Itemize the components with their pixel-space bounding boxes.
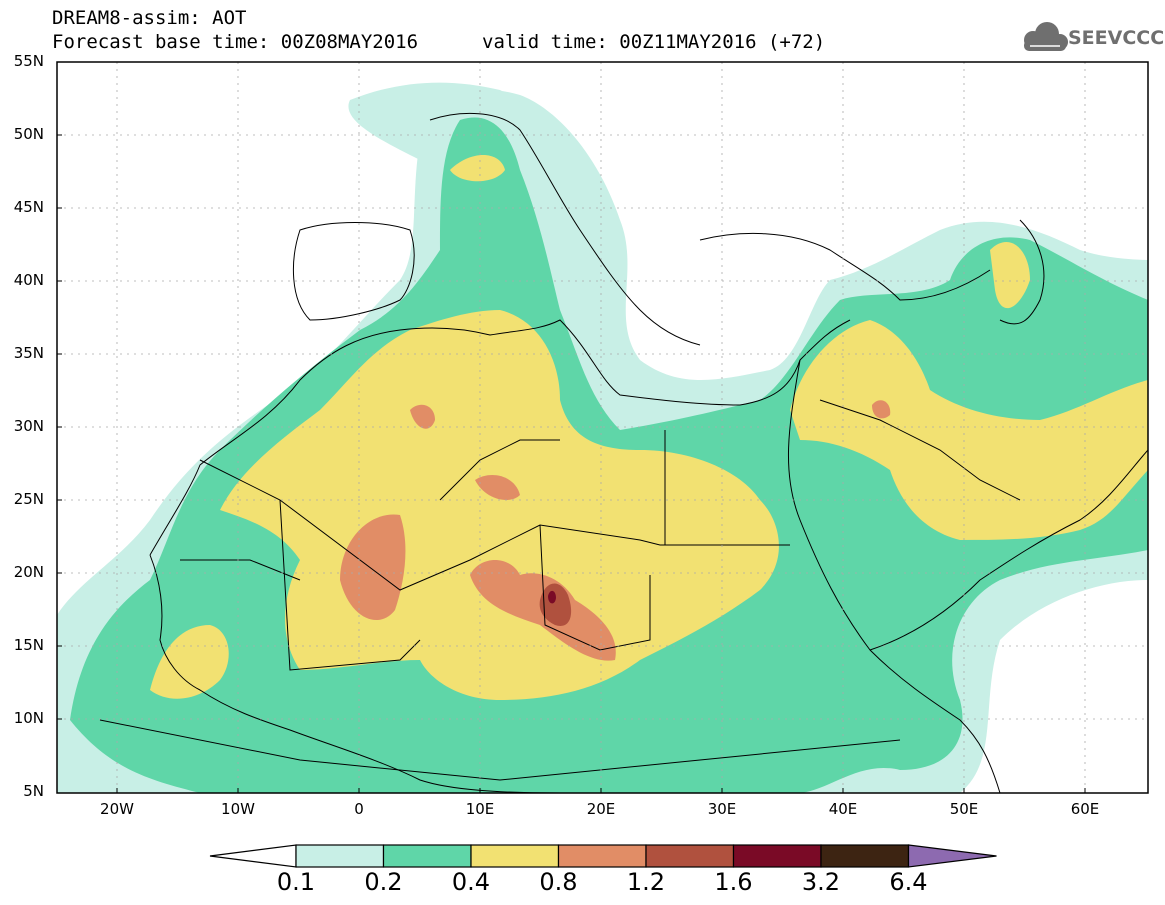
colorbar-label-6.4: 6.4 bbox=[889, 868, 928, 896]
aot-contour-0.8-libya bbox=[475, 475, 520, 500]
lat-label-35N: 35N bbox=[13, 344, 44, 362]
valid-time: valid time: 00Z11MAY2016 (+72) bbox=[482, 31, 826, 53]
aot-contour-0.8-algeria bbox=[410, 404, 435, 429]
lat-label-15N: 15N bbox=[13, 636, 44, 654]
lat-label-50N: 50N bbox=[13, 125, 44, 143]
colorbar-segment-6 bbox=[732, 844, 822, 868]
aot-contour-0.4-caspian bbox=[990, 241, 1030, 309]
lon-label-20E: 20E bbox=[586, 800, 616, 818]
lon-label-40E: 40E bbox=[828, 800, 858, 818]
map-title: DREAM8-assim: AOT bbox=[52, 7, 247, 29]
forecast-base-time: Forecast base time: 00Z08MAY2016 bbox=[52, 31, 419, 53]
lat-label-40N: 40N bbox=[13, 271, 44, 289]
colorbar-segment-4 bbox=[557, 844, 647, 868]
colorbar-over-triangle bbox=[907, 844, 997, 868]
lat-label-10N: 10N bbox=[13, 709, 44, 727]
lat-label-30N: 30N bbox=[13, 417, 44, 435]
aot-contour-1.2 bbox=[539, 583, 572, 626]
lon-label-10E: 10E bbox=[465, 800, 495, 818]
lat-label-25N: 25N bbox=[13, 490, 44, 508]
cloud-icon bbox=[1024, 22, 1068, 51]
lon-label-10W: 10W bbox=[221, 800, 255, 818]
colorbar-segment-1 bbox=[295, 844, 385, 868]
colorbar-under-triangle bbox=[209, 844, 297, 868]
aot-contour-0.4-arabia bbox=[790, 320, 1148, 540]
aot-contour-1.6 bbox=[548, 590, 556, 604]
colorbar-label-0.1: 0.1 bbox=[276, 868, 316, 896]
colorbar bbox=[209, 844, 997, 868]
aot-contour-0.8-iraq bbox=[872, 400, 891, 419]
axis-ticks bbox=[57, 61, 1086, 793]
colorbar-label-0.8: 0.8 bbox=[539, 868, 578, 896]
lon-label-0: 0 bbox=[354, 800, 364, 818]
lon-label-30E: 30E bbox=[707, 800, 737, 818]
aot-contour-0.4-alps bbox=[450, 155, 505, 182]
lon-label-50E: 50E bbox=[949, 800, 979, 818]
colorbar-label-0.4: 0.4 bbox=[451, 868, 491, 896]
colorbar-segment-3 bbox=[470, 844, 560, 868]
colorbar-label-3.2: 3.2 bbox=[801, 868, 841, 896]
gridlines bbox=[57, 62, 1148, 793]
logo-text: SEEVCCC bbox=[1068, 27, 1165, 49]
lon-label-60E: 60E bbox=[1070, 800, 1100, 818]
lat-label-45N: 45N bbox=[13, 198, 44, 216]
colorbar-label-1.6: 1.6 bbox=[714, 868, 753, 896]
colorbar-segment-7 bbox=[820, 844, 910, 868]
lat-label-20N: 20N bbox=[13, 563, 44, 581]
coastlines bbox=[99, 112, 1148, 793]
aot-contour-0.4-westafrica bbox=[150, 625, 229, 699]
aot-contour-0.8-sahara bbox=[340, 514, 406, 620]
colorbar-segment-2 bbox=[382, 844, 472, 868]
colorbar-segment-5 bbox=[645, 844, 735, 868]
colorbar-label-0.2: 0.2 bbox=[364, 868, 403, 896]
lon-label-20W: 20W bbox=[100, 800, 134, 818]
lat-label-5N: 5N bbox=[23, 782, 44, 800]
colorbar-label-1.2: 1.2 bbox=[626, 868, 666, 896]
lat-label-55N: 55N bbox=[13, 52, 44, 70]
